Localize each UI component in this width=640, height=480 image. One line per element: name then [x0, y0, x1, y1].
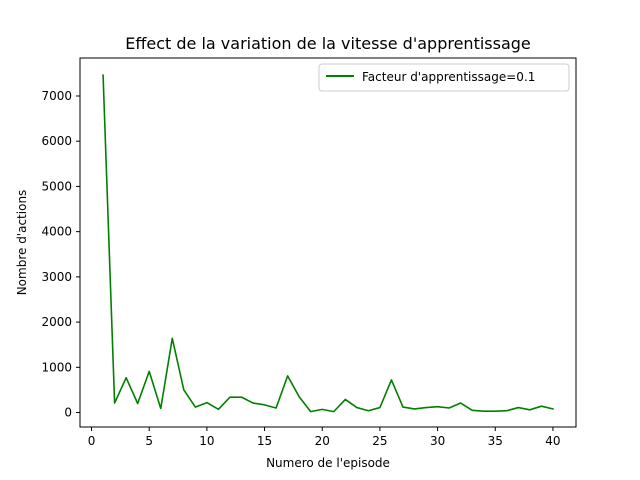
x-tick-label: 20 [315, 434, 330, 448]
x-tick-label: 10 [199, 434, 214, 448]
y-tick-label: 1000 [41, 360, 72, 374]
y-tick-label: 6000 [41, 134, 72, 148]
x-tick-label: 5 [145, 434, 153, 448]
y-axis-label: Nombre d'actions [15, 190, 29, 296]
x-axis-label: Numero de l'episode [266, 456, 390, 470]
chart-title: Effect de la variation de la vitesse d'a… [125, 34, 531, 53]
x-axis: 0 5 10 15 20 25 30 35 40 [88, 427, 561, 448]
x-tick-label: 35 [488, 434, 503, 448]
x-tick-label: 30 [430, 434, 445, 448]
y-tick-label: 7000 [41, 89, 72, 103]
y-tick-label: 0 [64, 406, 72, 420]
y-tick-label: 5000 [41, 179, 72, 193]
axes-frame [79, 57, 577, 428]
plot-area [102, 74, 554, 413]
y-tick-label: 4000 [41, 225, 72, 239]
x-tick-label: 25 [372, 434, 387, 448]
legend-box [318, 63, 570, 92]
series-line [102, 74, 554, 413]
x-tick-label: 0 [88, 434, 96, 448]
legend-label: Facteur d'apprentissage=0.1 [362, 70, 535, 84]
y-axis: 0 1000 2000 3000 4000 5000 6000 7000 [41, 89, 80, 420]
y-tick-label: 3000 [41, 270, 72, 284]
x-tick-label: 15 [257, 434, 272, 448]
legend: Facteur d'apprentissage=0.1 [318, 63, 570, 92]
x-tick-label: 40 [545, 434, 560, 448]
y-tick-label: 2000 [41, 315, 72, 329]
